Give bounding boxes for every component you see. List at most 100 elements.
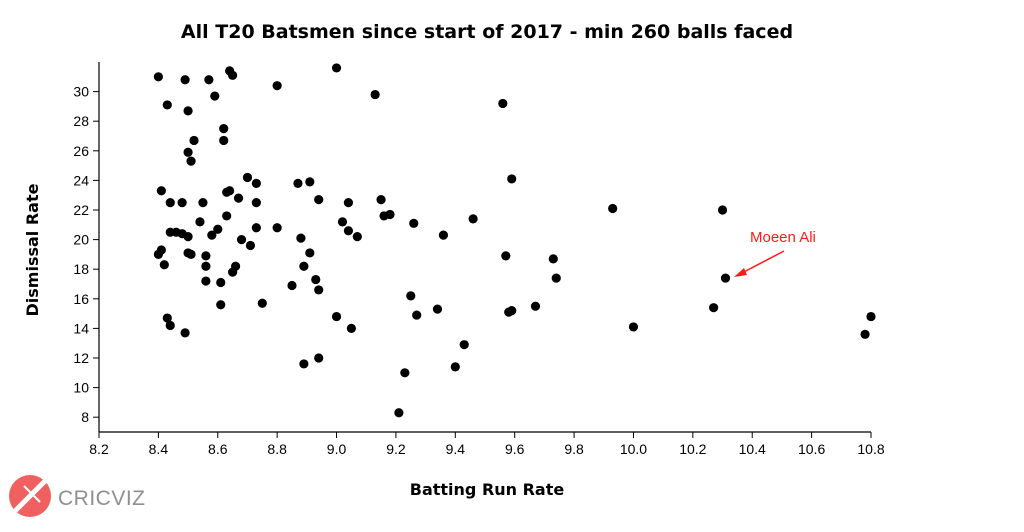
data-points bbox=[153, 63, 876, 418]
x-tick-label: 9.0 bbox=[327, 441, 347, 457]
y-tick-label: 10 bbox=[73, 380, 89, 396]
data-point bbox=[236, 235, 247, 245]
annotation-label: Moeen Ali bbox=[750, 229, 816, 246]
x-tick-label: 8.2 bbox=[89, 441, 109, 457]
data-point bbox=[314, 285, 324, 295]
data-point bbox=[406, 291, 416, 301]
y-axis-title: Dismissal Rate bbox=[23, 183, 42, 316]
data-point bbox=[720, 273, 731, 283]
x-axis: 8.2 8.4 8.6 8.8 9.0 9.2 9.4 9.6 9.8 10.0 10.2 10.4 1… bbox=[89, 431, 885, 457]
data-point bbox=[201, 251, 211, 261]
data-point bbox=[860, 329, 870, 339]
data-point bbox=[314, 353, 324, 363]
y-tick-label: 24 bbox=[73, 172, 89, 188]
data-point bbox=[165, 320, 175, 331]
x-tick-label: 9.2 bbox=[386, 441, 406, 457]
x-tick-label: 10.2 bbox=[679, 441, 706, 457]
data-point bbox=[156, 245, 166, 255]
data-point bbox=[400, 368, 410, 378]
data-point bbox=[207, 230, 217, 240]
data-point bbox=[305, 248, 315, 258]
data-point bbox=[376, 195, 386, 205]
data-point bbox=[468, 214, 478, 224]
data-point bbox=[370, 89, 380, 100]
data-point bbox=[331, 311, 342, 322]
data-point bbox=[551, 273, 561, 283]
data-point bbox=[165, 198, 175, 208]
y-tick-label: 26 bbox=[73, 143, 89, 159]
data-point bbox=[159, 260, 169, 270]
data-point bbox=[201, 261, 211, 271]
data-point bbox=[201, 276, 211, 286]
x-tick-label: 9.6 bbox=[505, 441, 525, 457]
x-tick-label: 10.6 bbox=[798, 441, 825, 457]
data-point bbox=[385, 209, 395, 220]
data-point bbox=[507, 306, 517, 316]
x-axis-title: Batting Run Rate bbox=[410, 480, 565, 499]
data-point bbox=[352, 232, 362, 242]
data-point bbox=[251, 223, 261, 233]
y-tick-label: 16 bbox=[73, 291, 89, 307]
data-point bbox=[251, 178, 261, 188]
data-point bbox=[183, 147, 193, 157]
y-axis: 8 10 12 14 16 18 20 22 24 26 28 30 bbox=[73, 62, 100, 432]
x-tick-label: 10.0 bbox=[620, 441, 647, 457]
data-point bbox=[257, 298, 267, 308]
y-tick-label: 12 bbox=[73, 350, 89, 366]
data-point bbox=[394, 408, 404, 418]
annotation-arrowhead bbox=[734, 268, 747, 277]
x-tick-label: 9.4 bbox=[446, 441, 466, 457]
y-tick-label: 8 bbox=[81, 409, 89, 425]
data-point bbox=[219, 135, 229, 146]
data-point bbox=[412, 310, 422, 320]
x-tick-label: 8.4 bbox=[149, 441, 169, 457]
bat-mark bbox=[11, 477, 49, 515]
data-point bbox=[251, 198, 261, 208]
bat-mark-accent bbox=[23, 485, 41, 503]
data-point bbox=[230, 261, 241, 271]
data-point bbox=[501, 251, 511, 261]
x-tick-label: 8.8 bbox=[267, 441, 287, 457]
data-point bbox=[183, 232, 193, 242]
data-point bbox=[216, 277, 226, 288]
x-tick-label: 8.6 bbox=[208, 441, 228, 457]
data-point bbox=[507, 174, 517, 184]
data-point bbox=[343, 198, 354, 208]
data-point bbox=[180, 75, 190, 85]
data-point bbox=[228, 70, 238, 80]
data-point bbox=[498, 98, 508, 109]
y-tick-label: 14 bbox=[73, 320, 89, 336]
data-point bbox=[216, 300, 226, 310]
data-point bbox=[219, 124, 229, 134]
y-tick-label: 18 bbox=[73, 261, 89, 277]
data-point bbox=[314, 195, 324, 205]
data-point bbox=[213, 224, 223, 234]
data-point bbox=[299, 359, 309, 369]
data-point bbox=[210, 91, 220, 101]
data-point bbox=[198, 198, 208, 208]
logo-text: CRICVIZ bbox=[58, 487, 146, 510]
data-point bbox=[156, 186, 166, 196]
data-point bbox=[225, 186, 235, 196]
data-point bbox=[180, 328, 190, 338]
data-point bbox=[204, 75, 214, 85]
y-tick-label: 20 bbox=[73, 232, 89, 248]
data-point bbox=[530, 301, 541, 311]
data-point bbox=[233, 193, 244, 203]
data-point bbox=[432, 304, 443, 314]
data-point bbox=[709, 303, 719, 313]
y-tick-label: 22 bbox=[73, 202, 89, 218]
data-point bbox=[245, 240, 256, 251]
data-point bbox=[331, 63, 342, 73]
data-point bbox=[337, 217, 348, 227]
data-point bbox=[866, 311, 876, 322]
x-tick-label: 9.8 bbox=[564, 441, 584, 457]
data-point bbox=[183, 106, 193, 116]
data-point bbox=[628, 322, 639, 332]
data-point bbox=[222, 211, 232, 221]
data-point bbox=[186, 156, 196, 166]
data-point bbox=[195, 217, 205, 227]
data-point bbox=[305, 177, 315, 187]
data-point bbox=[459, 340, 469, 350]
